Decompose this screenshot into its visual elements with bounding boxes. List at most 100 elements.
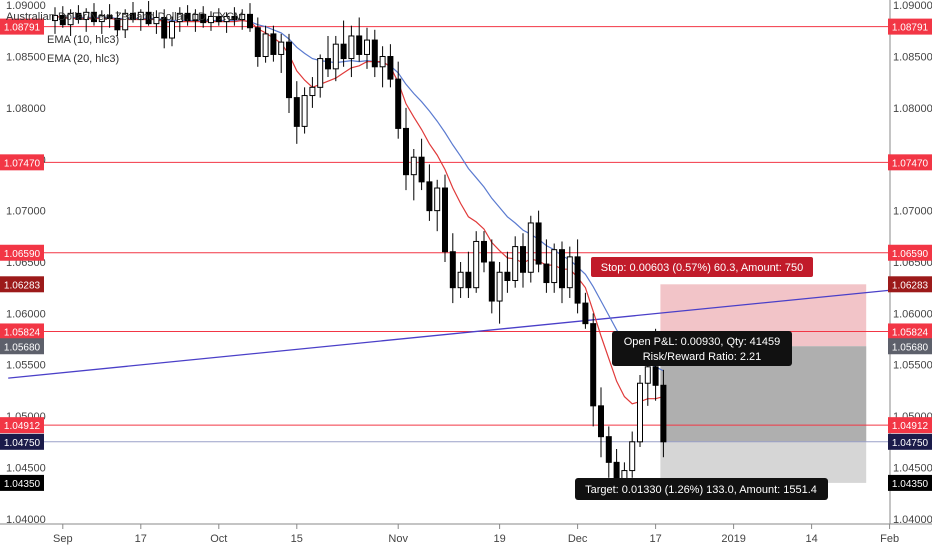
level-label-left: 1.06590: [0, 244, 44, 261]
candle[interactable]: [122, 9, 129, 39]
candle[interactable]: [130, 2, 136, 23]
candle[interactable]: [301, 87, 308, 134]
candle[interactable]: [325, 35, 331, 78]
y-tick-left: 1.04000: [6, 514, 46, 526]
candle[interactable]: [598, 387, 604, 458]
y-tick-right: 1.08000: [893, 103, 932, 115]
candle[interactable]: [161, 9, 168, 49]
svg-text:1.05824: 1.05824: [892, 327, 929, 338]
candle[interactable]: [473, 231, 480, 293]
candle[interactable]: [169, 16, 175, 47]
candle[interactable]: [215, 8, 222, 26]
marker-label-right: 1.04750: [888, 433, 932, 450]
candle[interactable]: [270, 25, 277, 62]
marker-label-left: 1.06283: [0, 276, 44, 293]
candle[interactable]: [481, 231, 487, 273]
candle[interactable]: [262, 25, 269, 63]
candle[interactable]: [496, 262, 503, 324]
candle[interactable]: [75, 5, 82, 24]
candle[interactable]: [379, 46, 386, 88]
candle[interactable]: [153, 10, 160, 34]
svg-text:1.04350: 1.04350: [892, 479, 929, 490]
candle[interactable]: [176, 7, 183, 32]
candle[interactable]: [574, 239, 581, 314]
candle[interactable]: [559, 241, 565, 304]
candle[interactable]: [254, 17, 261, 67]
candle[interactable]: [52, 7, 58, 34]
candle[interactable]: [426, 164, 433, 221]
candle[interactable]: [543, 239, 550, 293]
x-tick-label: Nov: [388, 533, 408, 545]
candle[interactable]: [184, 5, 191, 26]
candle[interactable]: [348, 25, 355, 78]
candle[interactable]: [582, 292, 589, 329]
level-label-right: 1.04912: [888, 417, 932, 434]
level-label-left: 1.07470: [0, 154, 44, 171]
candle[interactable]: [418, 138, 425, 191]
candle[interactable]: [145, 1, 152, 26]
candle[interactable]: [59, 6, 66, 28]
marker-label-right: 1.04350: [888, 474, 932, 491]
candle[interactable]: [364, 27, 370, 69]
candle[interactable]: [395, 61, 402, 139]
candle[interactable]: [488, 239, 495, 314]
candle[interactable]: [629, 431, 636, 478]
candle[interactable]: [465, 251, 472, 298]
candle[interactable]: [106, 4, 113, 28]
svg-text:1.06283: 1.06283: [4, 280, 41, 291]
candle[interactable]: [247, 3, 253, 32]
candle[interactable]: [309, 77, 316, 108]
candle[interactable]: [91, 3, 97, 26]
trend-line[interactable]: [8, 285, 932, 379]
candle[interactable]: [192, 9, 199, 32]
indicator-ema-10: EMA (10, hlc3): [47, 34, 119, 46]
candle[interactable]: [231, 7, 238, 26]
candle[interactable]: [83, 8, 90, 32]
candle[interactable]: [527, 215, 534, 283]
candle[interactable]: [208, 11, 214, 31]
candle[interactable]: [293, 81, 300, 144]
y-tick-left: 1.08000: [6, 103, 46, 115]
candle[interactable]: [332, 35, 339, 82]
y-tick-left: 1.05500: [6, 360, 46, 372]
candle[interactable]: [200, 6, 207, 28]
candle[interactable]: [137, 9, 144, 31]
candle[interactable]: [340, 20, 347, 67]
svg-text:1.04350: 1.04350: [4, 479, 41, 490]
candle[interactable]: [566, 246, 573, 298]
candle[interactable]: [387, 44, 394, 88]
candle[interactable]: [434, 179, 441, 232]
candle[interactable]: [442, 174, 448, 262]
candle[interactable]: [239, 9, 246, 30]
candle[interactable]: [403, 107, 409, 191]
candle[interactable]: [223, 12, 230, 33]
candle[interactable]: [67, 9, 74, 36]
y-tick-left: 1.06000: [6, 308, 46, 320]
candle[interactable]: [520, 233, 526, 288]
candle[interactable]: [535, 210, 542, 273]
candle[interactable]: [512, 236, 519, 288]
candle[interactable]: [660, 369, 667, 458]
svg-text:1.08791: 1.08791: [4, 23, 41, 34]
svg-text:1.07470: 1.07470: [892, 158, 929, 169]
y-tick-left: 1.08500: [6, 52, 46, 64]
candle[interactable]: [551, 243, 558, 293]
x-tick-label: 2019: [721, 533, 745, 545]
marker-label-left: 1.05680: [0, 338, 44, 355]
level-label-left: 1.04912: [0, 417, 44, 434]
candle[interactable]: [371, 29, 378, 78]
candle[interactable]: [317, 54, 324, 98]
candle[interactable]: [504, 251, 511, 293]
candle[interactable]: [449, 233, 456, 304]
candle[interactable]: [637, 375, 643, 447]
candle[interactable]: [410, 148, 417, 201]
candle[interactable]: [114, 11, 121, 36]
candle[interactable]: [286, 33, 292, 114]
candle[interactable]: [98, 10, 105, 34]
candle[interactable]: [356, 17, 363, 62]
candle[interactable]: [278, 33, 285, 73]
candle[interactable]: [457, 262, 464, 298]
candle[interactable]: [605, 426, 612, 478]
candle[interactable]: [590, 313, 597, 427]
